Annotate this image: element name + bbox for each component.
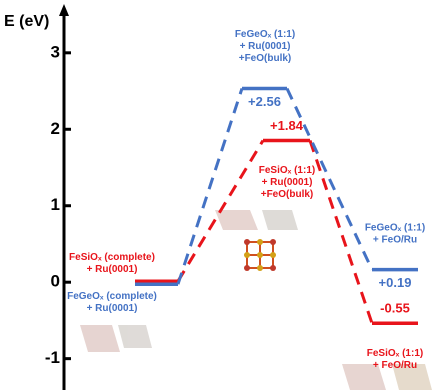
state-label: FeSiOₓ (1:1)	[259, 165, 315, 176]
state-label: FeSiOₓ (1:1)	[367, 348, 423, 359]
state-label: +FeO(bulk)	[261, 189, 314, 200]
state-label: + FeO/Ru	[373, 234, 417, 245]
state-label: + Ru(0001)	[87, 303, 138, 314]
state-label: FeGeOₓ (1:1)	[235, 29, 295, 40]
state-label: FeGeOₓ (1:1)	[365, 222, 425, 233]
y-tick-label: 1	[51, 195, 60, 214]
axis-arrow	[59, 4, 69, 16]
y-axis-label: E (eV)	[4, 13, 49, 30]
y-tick-label: -1	[45, 348, 60, 367]
y-tick-label: 3	[51, 42, 60, 61]
structure-icon	[244, 239, 276, 271]
state-label: + Ru(0001)	[87, 264, 138, 275]
y-tick-label: 0	[51, 272, 60, 291]
state-label: FeSiOₓ (complete)	[69, 252, 155, 263]
value-label: +1.84	[270, 118, 304, 133]
value-label: -0.55	[380, 301, 410, 316]
value-label: +0.19	[379, 275, 412, 290]
pathway-connector	[178, 88, 242, 284]
state-label: + Ru(0001)	[240, 41, 291, 52]
chart: E (eV) -10123FeSiOₓ (complete)+ Ru(0001)…	[0, 0, 440, 390]
y-tick-label: 2	[51, 119, 60, 138]
state-label: + FeO/Ru	[373, 360, 417, 371]
pathway-connector	[310, 141, 372, 324]
state-label: + Ru(0001)	[262, 177, 313, 188]
value-label: +2.56	[248, 94, 281, 109]
state-label: FeGeOₓ (complete)	[67, 291, 157, 302]
state-label: +FeO(bulk)	[239, 53, 292, 64]
